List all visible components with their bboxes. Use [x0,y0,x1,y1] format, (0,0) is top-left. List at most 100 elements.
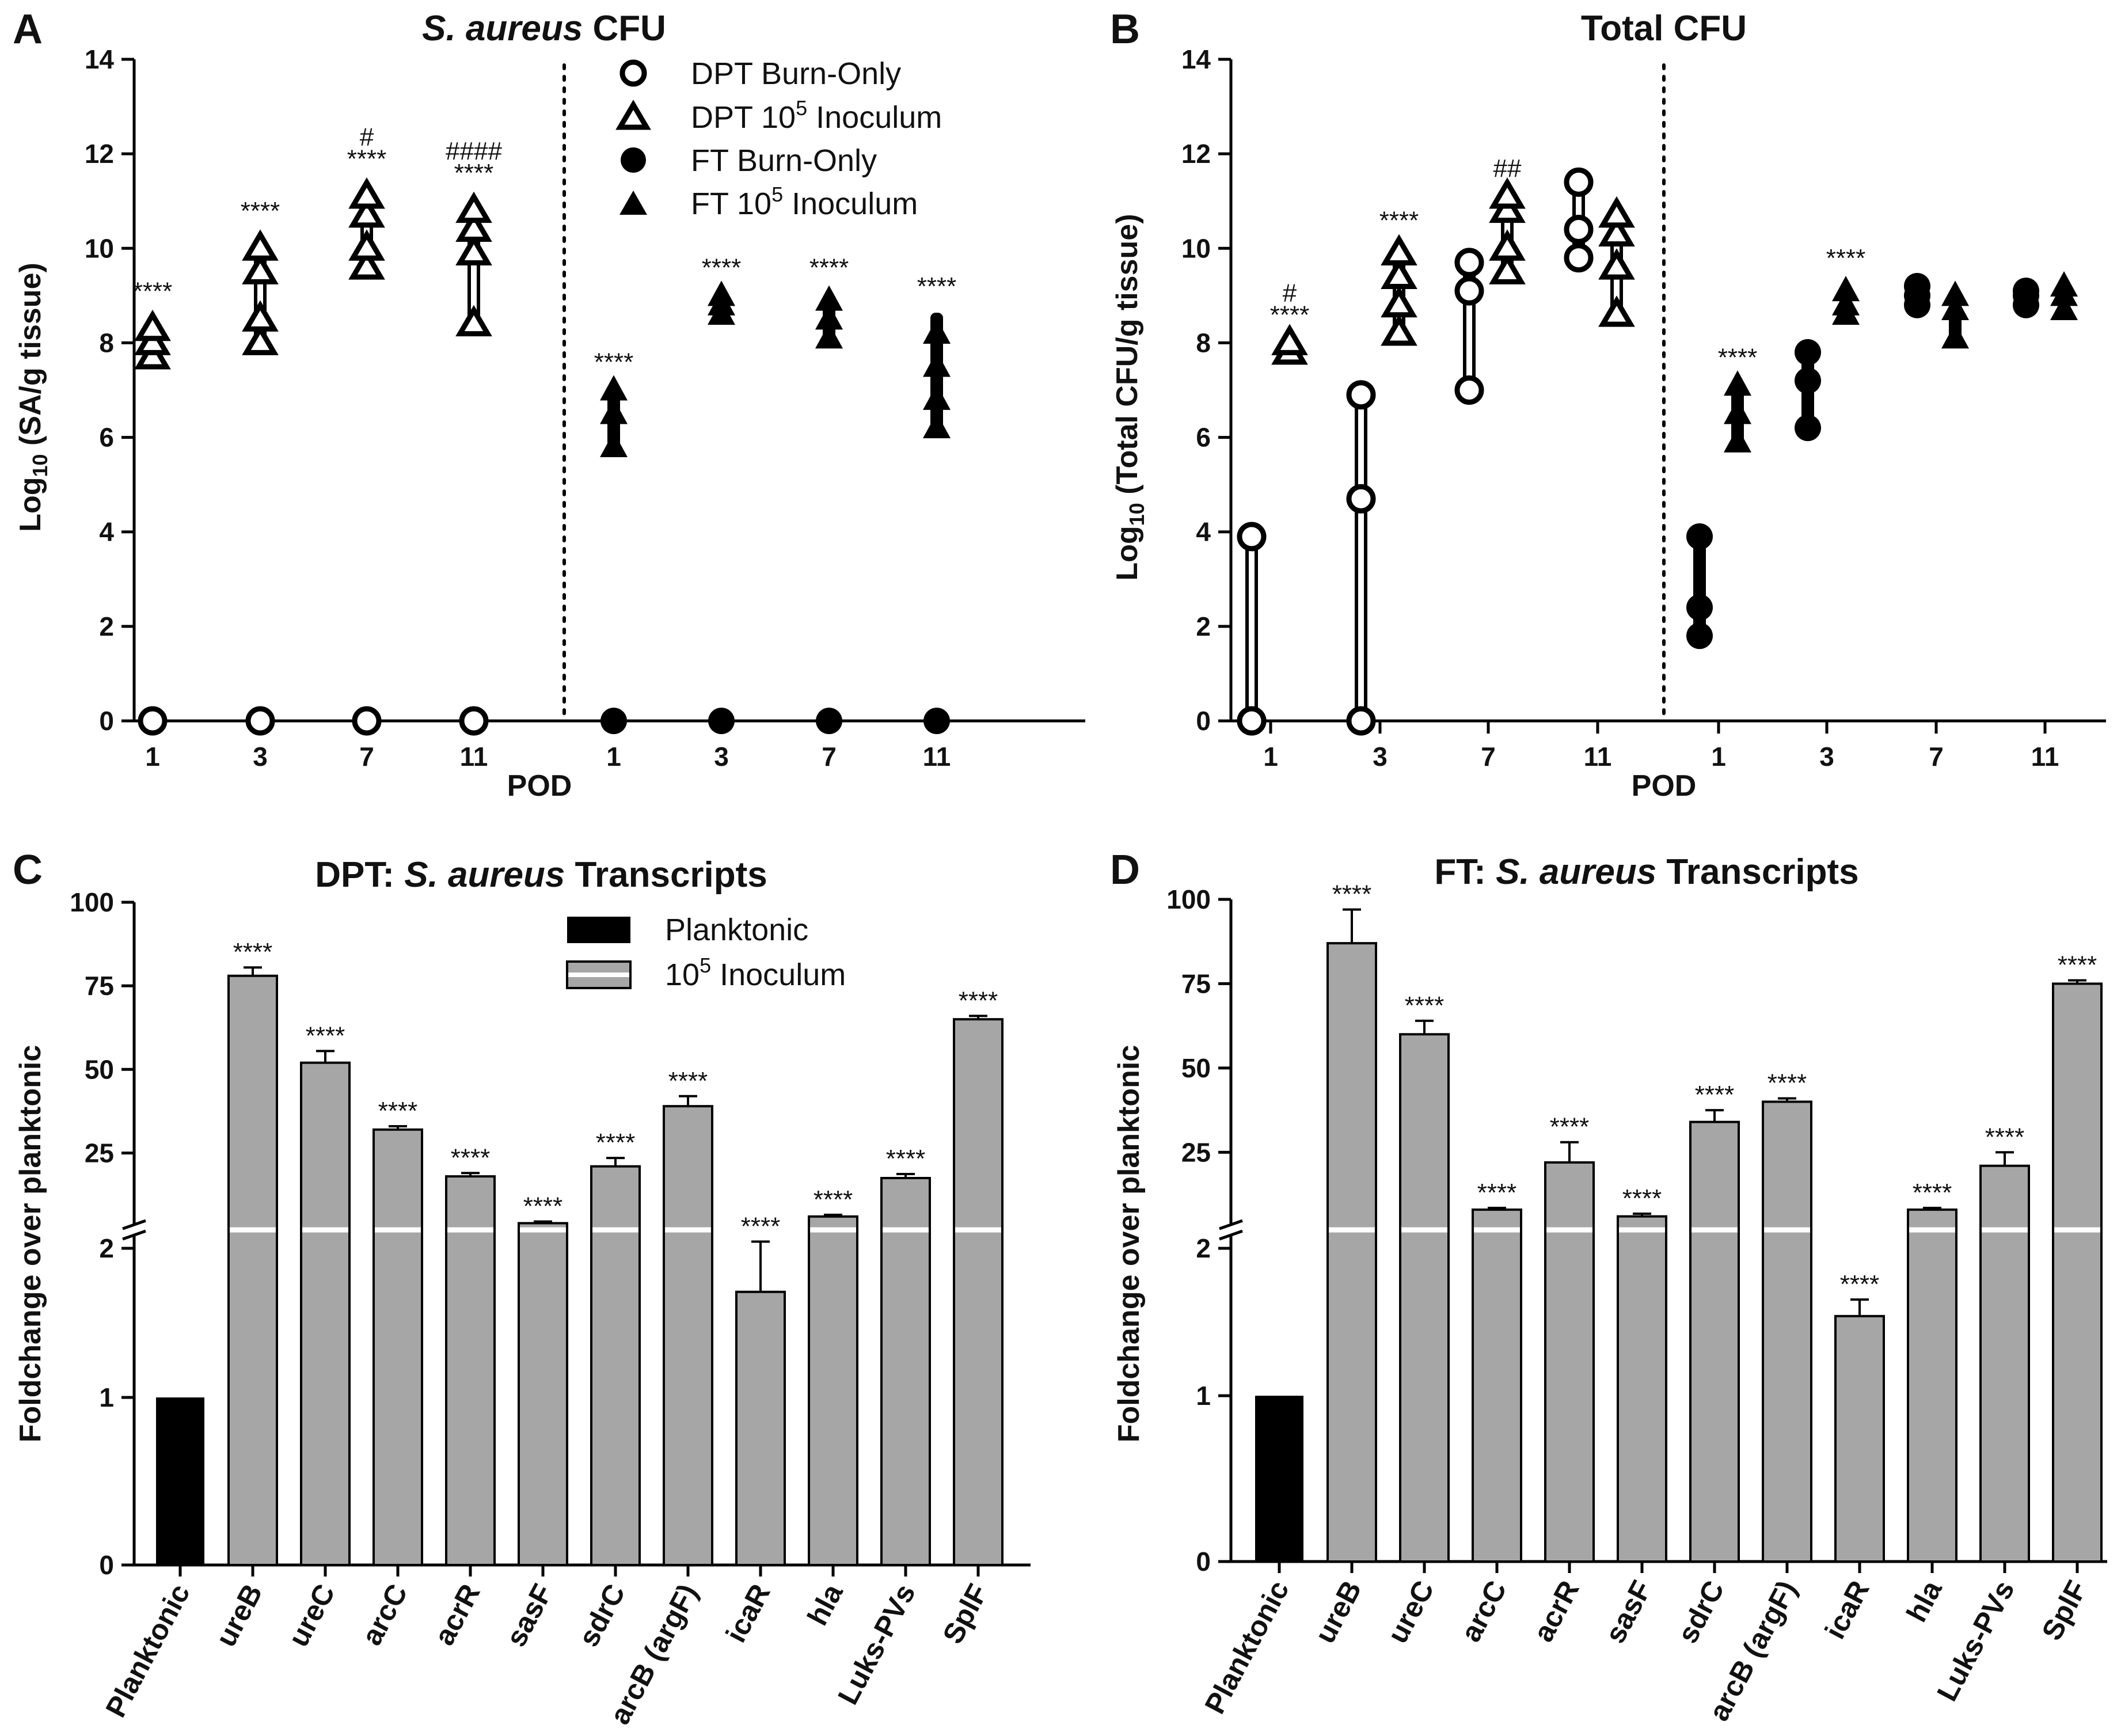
panel-a-x-tick-label: 1 [606,742,621,772]
panel-d-title: FT: S. aureus Transcripts [1434,852,1858,892]
panel-a-x-axis-label: POD [507,769,572,803]
panel-b-ft-105-inoculum-pod3-significance: **** [1826,244,1866,272]
panel-c-axis-break-gap [120,1225,149,1234]
panel-d-x-tick-label: sdrC [1671,1575,1731,1648]
panel-d-x-tick-label: SplF [2035,1575,2093,1646]
panel-a-y-tick-label: 4 [99,517,114,547]
panel-b-ft-105-inoculum-pod11-point [2050,294,2078,320]
panel-d-bar-arcc-significance: **** [1477,1179,1517,1207]
panel-b-y-tick-label: 8 [1196,328,1211,358]
panel-a-ft-105-inoculum-pod11-point [923,384,951,410]
panel-b-ft-105-inoculum-pod1-point [1724,370,1751,396]
panel-a-dpt-105-inoculum-pod11-significance: **** [454,159,494,187]
panel-d-bar-sasf-significance: **** [1622,1184,1662,1213]
panel-b-dpt-105-inoculum-pod7-point [1489,229,1526,261]
panel-a-y-tick-label: 12 [85,139,114,169]
panel-b-y-tick-label: 2 [1196,611,1211,641]
panel-a-dpt-105-inoculum-pod3-point [242,253,279,284]
panel-a-dpt-burn-only-pod1-point [138,706,168,736]
panel-a-ft-105-inoculum-pod7-point [815,304,843,330]
panel-d-bar-urec [1399,1033,1450,1563]
panel-d-x-tick-label: ureB [1309,1575,1368,1648]
panel-c-bar-splf-significance: **** [959,986,998,1015]
panel-c-y-tick-label: 0 [99,1550,114,1580]
panel-a-dpt-105-inoculum-pod7-point [348,229,385,261]
panel-d-bar-acrr [1544,1161,1595,1563]
panel-d-y-tick-label: 50 [1181,1053,1211,1083]
panel-d-x-tick-label: icaR [1819,1575,1876,1644]
panel-d-x-tick-label: acrR [1527,1575,1586,1647]
panel-a-ft-burn-only-pod1-point [600,708,627,734]
panel-c-bar-ureb-significance: **** [233,938,273,966]
panel-d-bar-planktonic [1255,1396,1303,1562]
panel-d-x-tick-label: ureC [1381,1575,1440,1648]
panel-c-y-tick-label: 50 [85,1054,114,1084]
panel-c-y-tick-label: 75 [85,971,114,1001]
panel-b-dpt-burn-only-pod3-range [1355,393,1367,723]
panel-a-dpt-burn-only-pod11-point [459,706,489,736]
panel-c-bar-hla-significance: **** [814,1186,853,1214]
legend-open-circle-marker [619,59,647,87]
panel-b-dpt-105-inoculum-pod11-point [1598,196,1635,228]
panel-a-ft-105-inoculum-pod11-point [923,318,951,344]
panel-a-dpt-105-inoculum-pod11-point [455,234,492,265]
panel-d-x-tick-label: hla [1900,1575,1948,1627]
panel-a-x-tick-label: 3 [714,742,729,772]
panel-b-x-tick-label: 3 [1373,742,1388,772]
panel-d-x-tick-label: sasF [1599,1575,1658,1648]
panel-c-x-tick-label: arcC [355,1579,414,1650]
panel-d-axis-break-mark [1219,1229,1243,1241]
panel-d-bar-icar [1834,1315,1885,1563]
panel-b-ft-burn-only-pod1-range [1693,534,1706,638]
panel-b-dpt-105-inoculum-pod7-point [1489,177,1526,209]
panel-d-bar-hla-significance: **** [1913,1179,1952,1207]
panel-a-y-tick-label: 8 [99,328,114,358]
panel-a-dpt-105-inoculum-pod7-significance: # [360,123,374,151]
panel-c-y-tick-label: 1 [99,1382,114,1412]
panel-c-bar-splf [953,1018,1004,1566]
legend-filled-circle-marker [621,147,646,173]
panel-a-ft-105-inoculum-pod7-point [815,323,843,349]
panel-a-ft-105-inoculum-pod3-significance: **** [702,253,742,282]
panel-c-bar-acrr [445,1175,496,1566]
panel-a-ft-105-inoculum-pod11-point [923,351,951,377]
panel-a-y-tick-label: 6 [99,423,114,453]
panel-b-ft-105-inoculum-pod1-point [1724,427,1751,453]
panel-c-y-axis-label: Foldchange over planktonic [14,1045,47,1443]
panel-a-ft-105-inoculum-pod1-point [600,398,628,424]
legend-dpt-burn-only: DPT Burn-Only [691,56,901,91]
panel-c-y-tick-label: 25 [85,1138,114,1168]
panel-b-dpt-105-inoculum-pod3-point [1381,314,1417,346]
panel-b-y-tick-label: 10 [1181,233,1211,263]
panel-b-dpt-burn-only-pod1-point [1237,522,1267,552]
panel-a-legend: DPT Burn-Only DPT 105 Inoculum FT Burn-O… [615,56,942,221]
panel-b-ft-105-inoculum-pod7-point [1941,294,1969,320]
panel-a-dpt-105-inoculum-pod3-point [242,324,279,355]
panel-b-title: Total CFU [1581,9,1747,48]
legend-ft-burn-only: FT Burn-Only [691,143,877,178]
panel-a-ft-105-inoculum-pod1-point [600,375,628,401]
panel-d-y-tick-label: 100 [1166,884,1211,914]
panel-d-y-tick-label: 25 [1181,1137,1211,1167]
panel-a-x-tick-label: 1 [145,742,160,772]
panel-b-y-tick-label: 6 [1196,423,1211,453]
panel-b-y-tick-label: 14 [1181,44,1211,74]
panel-a-y-tick-label: 0 [99,706,114,736]
panel-d-bar-sasf [1617,1215,1667,1563]
panel-a-dpt-105-inoculum-pod7-point [348,177,385,209]
legend-inoculum: 105 Inoculum [665,954,846,992]
panel-b-dpt-105-inoculum-pod3-significance: **** [1379,206,1419,234]
panel-d-axis-break-gap [1217,1225,1245,1234]
panel-a-y-tick-label: 10 [85,233,114,263]
panel-c-x-tick-label: sdrC [572,1579,632,1652]
panel-a-x-tick-label: 7 [822,742,837,772]
panel-b-ft-burn-only-pod7-point [1904,272,1930,299]
panel-b-x-tick-label: 7 [1929,742,1944,772]
panel-a-x-tick-label: 11 [460,742,488,772]
panel-c-bar-chart: DPT: S. aureus Transcripts Foldchange ov… [14,855,1031,1730]
panel-b-ft-105-inoculum-pod7-point [1941,280,1969,306]
panel-a-ft-105-inoculum-pod11-point [923,413,951,439]
panel-b-dpt-burn-only-pod7-point [1454,375,1484,405]
panel-b-dpt-burn-only-pod1-point [1237,706,1267,736]
